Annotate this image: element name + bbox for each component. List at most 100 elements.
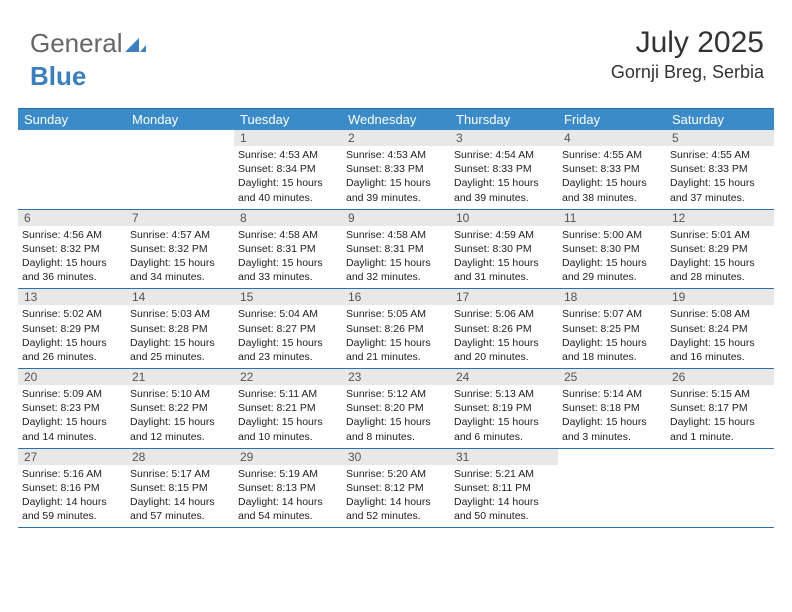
calendar-day-cell: 17Sunrise: 5:06 AMSunset: 8:26 PMDayligh… <box>450 289 558 368</box>
sunrise-text: Sunrise: 5:13 AM <box>454 387 554 401</box>
calendar-day-cell: 5Sunrise: 4:55 AMSunset: 8:33 PMDaylight… <box>666 130 774 209</box>
day-details: Sunrise: 5:07 AMSunset: 8:25 PMDaylight:… <box>558 305 666 368</box>
day-details: Sunrise: 5:08 AMSunset: 8:24 PMDaylight:… <box>666 305 774 368</box>
daylight-text: Daylight: 15 hours and 26 minutes. <box>22 336 122 364</box>
daylight-text: Daylight: 14 hours and 59 minutes. <box>22 495 122 523</box>
daylight-text: Daylight: 15 hours and 23 minutes. <box>238 336 338 364</box>
daylight-text: Daylight: 15 hours and 28 minutes. <box>670 256 770 284</box>
day-number: 23 <box>342 369 450 385</box>
day-number: 9 <box>342 210 450 226</box>
day-details: Sunrise: 5:15 AMSunset: 8:17 PMDaylight:… <box>666 385 774 448</box>
sunset-text: Sunset: 8:15 PM <box>130 481 230 495</box>
brand-part2: Blue <box>30 61 86 91</box>
calendar-day-cell: . <box>126 130 234 209</box>
day-number: 22 <box>234 369 342 385</box>
sunrise-text: Sunrise: 5:20 AM <box>346 467 446 481</box>
daylight-text: Daylight: 15 hours and 40 minutes. <box>238 176 338 204</box>
daylight-text: Daylight: 15 hours and 33 minutes. <box>238 256 338 284</box>
sunrise-text: Sunrise: 4:53 AM <box>238 148 338 162</box>
day-number: 12 <box>666 210 774 226</box>
calendar-day-cell: 23 Sunrise: 5:12 AMSunset: 8:20 PMDayligh… <box>342 369 450 448</box>
daylight-text: Daylight: 15 hours and 39 minutes. <box>346 176 446 204</box>
sunset-text: Sunset: 8:20 PM <box>346 401 446 415</box>
sunrise-text: Sunrise: 5:10 AM <box>130 387 230 401</box>
sunset-text: Sunset: 8:19 PM <box>454 401 554 415</box>
day-details: Sunrise: 5:14 AMSunset: 8:18 PMDaylight:… <box>558 385 666 448</box>
sunrise-text: Sunrise: 5:01 AM <box>670 228 770 242</box>
daylight-text: Daylight: 15 hours and 29 minutes. <box>562 256 662 284</box>
day-number: 11 <box>558 210 666 226</box>
sunset-text: Sunset: 8:28 PM <box>130 322 230 336</box>
calendar-day-cell: 31Sunrise: 5:21 AMSunset: 8:11 PMDayligh… <box>450 449 558 528</box>
day-details: Sunrise: 4:55 AMSunset: 8:33 PMDaylight:… <box>666 146 774 209</box>
day-details: Sunrise: 5:06 AMSunset: 8:26 PMDaylight:… <box>450 305 558 368</box>
daylight-text: Daylight: 15 hours and 32 minutes. <box>346 256 446 284</box>
day-details: Sunrise: 5:17 AMSunset: 8:15 PMDaylight:… <box>126 465 234 528</box>
sunset-text: Sunset: 8:12 PM <box>346 481 446 495</box>
daylight-text: Daylight: 15 hours and 21 minutes. <box>346 336 446 364</box>
calendar-day-cell: 21Sunrise: 5:10 AMSunset: 8:22 PMDayligh… <box>126 369 234 448</box>
sunset-text: Sunset: 8:18 PM <box>562 401 662 415</box>
day-number: 20 <box>18 369 126 385</box>
day-details: Sunrise: 4:54 AMSunset: 8:33 PMDaylight:… <box>450 146 558 209</box>
day-details: Sunrise: 5:21 AMSunset: 8:11 PMDaylight:… <box>450 465 558 528</box>
calendar-week-row: 13Sunrise: 5:02 AMSunset: 8:29 PMDayligh… <box>18 289 774 369</box>
sunset-text: Sunset: 8:32 PM <box>22 242 122 256</box>
day-number: 25 <box>558 369 666 385</box>
day-number: 6 <box>18 210 126 226</box>
sunset-text: Sunset: 8:26 PM <box>454 322 554 336</box>
calendar-week-row: ..1Sunrise: 4:53 AMSunset: 8:34 PMDaylig… <box>18 130 774 210</box>
sunset-text: Sunset: 8:22 PM <box>130 401 230 415</box>
sunset-text: Sunset: 8:17 PM <box>670 401 770 415</box>
sunset-text: Sunset: 8:16 PM <box>22 481 122 495</box>
calendar-day-cell: 3Sunrise: 4:54 AMSunset: 8:33 PMDaylight… <box>450 130 558 209</box>
day-details: Sunrise: 5:13 AMSunset: 8:19 PMDaylight:… <box>450 385 558 448</box>
calendar-day-cell: 30Sunrise: 5:20 AMSunset: 8:12 PMDayligh… <box>342 449 450 528</box>
sunset-text: Sunset: 8:33 PM <box>454 162 554 176</box>
daylight-text: Daylight: 15 hours and 8 minutes. <box>346 415 446 443</box>
sunset-text: Sunset: 8:30 PM <box>454 242 554 256</box>
calendar-day-cell: 15Sunrise: 5:04 AMSunset: 8:27 PMDayligh… <box>234 289 342 368</box>
day-details: Sunrise: 5:09 AMSunset: 8:23 PMDaylight:… <box>18 385 126 448</box>
day-number: 28 <box>126 449 234 465</box>
sunrise-text: Sunrise: 5:04 AM <box>238 307 338 321</box>
calendar-day-cell: 16Sunrise: 5:05 AMSunset: 8:26 PMDayligh… <box>342 289 450 368</box>
calendar-day-cell: 20Sunrise: 5:09 AMSunset: 8:23 PMDayligh… <box>18 369 126 448</box>
sunrise-text: Sunrise: 5:17 AM <box>130 467 230 481</box>
sunrise-text: Sunrise: 5:21 AM <box>454 467 554 481</box>
day-number: 18 <box>558 289 666 305</box>
day-details: Sunrise: 5:00 AMSunset: 8:30 PMDaylight:… <box>558 226 666 289</box>
sunset-text: Sunset: 8:33 PM <box>562 162 662 176</box>
day-number: 31 <box>450 449 558 465</box>
sunrise-text: Sunrise: 5:09 AM <box>22 387 122 401</box>
day-details: Sunrise: 4:58 AMSunset: 8:31 PMDaylight:… <box>234 226 342 289</box>
day-details: Sunrise: 4:59 AMSunset: 8:30 PMDaylight:… <box>450 226 558 289</box>
brand-part1: General <box>30 28 123 58</box>
daylight-text: Daylight: 14 hours and 57 minutes. <box>130 495 230 523</box>
day-details: Sunrise: 4:55 AMSunset: 8:33 PMDaylight:… <box>558 146 666 209</box>
daylight-text: Daylight: 15 hours and 16 minutes. <box>670 336 770 364</box>
day-details: Sunrise: 5:19 AMSunset: 8:13 PMDaylight:… <box>234 465 342 528</box>
daylight-text: Daylight: 15 hours and 34 minutes. <box>130 256 230 284</box>
brand-logo: General Blue <box>30 28 147 92</box>
weekday-header: Friday <box>558 109 666 130</box>
calendar-day-cell: 24Sunrise: 5:13 AMSunset: 8:19 PMDayligh… <box>450 369 558 448</box>
sunset-text: Sunset: 8:32 PM <box>130 242 230 256</box>
daylight-text: Daylight: 15 hours and 20 minutes. <box>454 336 554 364</box>
weekday-header-row: SundayMondayTuesdayWednesdayThursdayFrid… <box>18 109 774 130</box>
sunrise-text: Sunrise: 5:07 AM <box>562 307 662 321</box>
calendar-day-cell: 12Sunrise: 5:01 AMSunset: 8:29 PMDayligh… <box>666 210 774 289</box>
calendar-grid: SundayMondayTuesdayWednesdayThursdayFrid… <box>18 108 774 528</box>
day-details: Sunrise: 5:16 AMSunset: 8:16 PMDaylight:… <box>18 465 126 528</box>
daylight-text: Daylight: 15 hours and 14 minutes. <box>22 415 122 443</box>
calendar-day-cell: 29Sunrise: 5:19 AMSunset: 8:13 PMDayligh… <box>234 449 342 528</box>
day-details: Sunrise: 5:11 AMSunset: 8:21 PMDaylight:… <box>234 385 342 448</box>
sunset-text: Sunset: 8:24 PM <box>670 322 770 336</box>
sunset-text: Sunset: 8:13 PM <box>238 481 338 495</box>
calendar-day-cell: 11Sunrise: 5:00 AMSunset: 8:30 PMDayligh… <box>558 210 666 289</box>
calendar-day-cell: 25Sunrise: 5:14 AMSunset: 8:18 PMDayligh… <box>558 369 666 448</box>
sunrise-text: Sunrise: 5:03 AM <box>130 307 230 321</box>
sunrise-text: Sunrise: 5:12 AM <box>346 387 446 401</box>
day-details: Sunrise: 5:01 AMSunset: 8:29 PMDaylight:… <box>666 226 774 289</box>
sunrise-text: Sunrise: 5:16 AM <box>22 467 122 481</box>
